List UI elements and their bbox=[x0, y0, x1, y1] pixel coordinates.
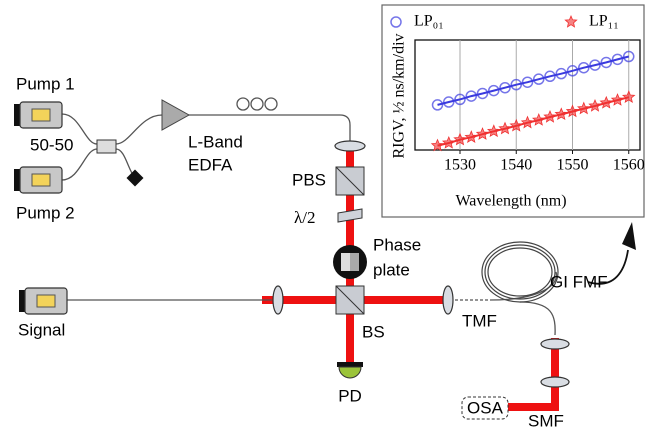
gi-fmf-coil bbox=[481, 241, 559, 303]
data-point bbox=[499, 81, 511, 94]
edfa bbox=[161, 99, 191, 131]
data-point bbox=[600, 56, 612, 69]
legend-label: LP₁₁ bbox=[589, 13, 619, 30]
label: Phase bbox=[373, 235, 421, 254]
coupler bbox=[96, 139, 117, 154]
x-tick-label: 1560 bbox=[613, 157, 645, 174]
lens bbox=[540, 338, 570, 350]
fiber-coil bbox=[264, 97, 278, 111]
lens bbox=[334, 140, 366, 152]
terminator bbox=[126, 169, 144, 187]
label: OSA bbox=[467, 398, 504, 417]
legend-marker bbox=[390, 16, 402, 28]
data-point bbox=[464, 130, 479, 143]
label: EDFA bbox=[188, 155, 233, 174]
pump2-laser bbox=[14, 166, 63, 194]
arrow bbox=[587, 249, 629, 285]
data-point bbox=[531, 113, 546, 126]
bs bbox=[335, 285, 365, 315]
lens bbox=[540, 376, 570, 388]
data-point bbox=[543, 109, 557, 123]
fiber bbox=[489, 271, 558, 336]
legend-marker bbox=[564, 14, 578, 28]
data-point bbox=[453, 132, 467, 146]
plot-area bbox=[414, 39, 641, 151]
photodiode bbox=[337, 362, 363, 379]
data-point bbox=[589, 59, 601, 71]
data-point bbox=[576, 101, 591, 115]
pbs bbox=[335, 166, 365, 196]
x-tick-label: 1550 bbox=[557, 157, 589, 174]
data-point bbox=[554, 107, 569, 121]
data-point bbox=[565, 104, 580, 118]
data-point bbox=[610, 93, 625, 106]
data-point bbox=[621, 90, 636, 103]
label: Pump 2 bbox=[16, 203, 75, 222]
data-point bbox=[431, 99, 444, 111]
data-point bbox=[555, 67, 567, 80]
data-point bbox=[476, 87, 489, 100]
label: L-Band bbox=[188, 132, 243, 151]
label: 50-50 bbox=[30, 135, 73, 154]
data-point bbox=[611, 53, 624, 66]
trend-line bbox=[437, 55, 630, 106]
data-point bbox=[520, 115, 535, 129]
label: PBS bbox=[292, 170, 326, 189]
arrow-head bbox=[622, 222, 636, 250]
data-point bbox=[498, 121, 512, 135]
data-point bbox=[430, 138, 445, 152]
label: GI FMF bbox=[550, 272, 608, 291]
data-point bbox=[578, 61, 590, 74]
phase-plate bbox=[333, 245, 367, 279]
data-point bbox=[488, 84, 500, 97]
data-point bbox=[443, 96, 455, 108]
data-point bbox=[454, 93, 466, 106]
label: Signal bbox=[18, 320, 65, 339]
label: plate bbox=[373, 260, 410, 279]
fiber-coil bbox=[250, 97, 264, 111]
lens bbox=[442, 285, 454, 315]
data-point bbox=[486, 124, 501, 138]
label: TMF bbox=[462, 311, 497, 330]
label: SMF bbox=[528, 411, 564, 430]
x-axis-label: Wavelength (nm) bbox=[455, 193, 566, 210]
data-point bbox=[441, 135, 456, 149]
x-tick-label: 1540 bbox=[500, 157, 532, 174]
data-point bbox=[475, 127, 490, 140]
fiber bbox=[188, 114, 351, 142]
data-point bbox=[623, 50, 635, 63]
label: Pump 1 bbox=[16, 74, 75, 93]
half-wave-plate bbox=[337, 208, 363, 223]
data-point bbox=[566, 65, 579, 77]
fiber-coil bbox=[236, 97, 250, 111]
legend-label: LP₀₁ bbox=[414, 13, 444, 30]
x-tick-label: 1530 bbox=[444, 157, 476, 174]
data-point bbox=[521, 76, 534, 88]
label: BS bbox=[362, 322, 385, 341]
data-point bbox=[533, 73, 545, 85]
data-point bbox=[544, 70, 556, 83]
pump1-laser bbox=[14, 101, 63, 129]
label: PD bbox=[338, 386, 362, 405]
data-point bbox=[599, 95, 613, 109]
inset-chart: Wavelength (nm) RIGV, ½ ns/km/div 1530 15… bbox=[381, 4, 645, 218]
fiber bbox=[61, 113, 163, 181]
data-point bbox=[588, 98, 602, 112]
lens bbox=[272, 285, 284, 315]
signal-laser bbox=[19, 287, 68, 315]
osa-box bbox=[461, 396, 509, 420]
data-point bbox=[509, 118, 524, 132]
data-point bbox=[465, 90, 477, 102]
y-axis-label: RIGV, ½ ns/km/div bbox=[391, 33, 408, 158]
label: λ/2 bbox=[294, 208, 315, 227]
data-point bbox=[510, 78, 522, 91]
